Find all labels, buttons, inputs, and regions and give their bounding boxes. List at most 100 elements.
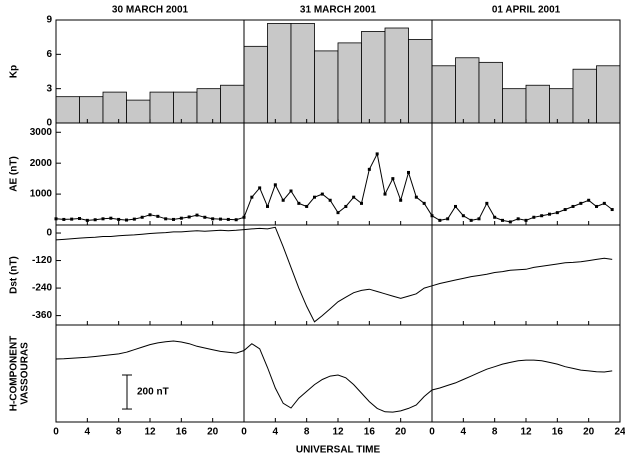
x-tick-label: 12: [332, 427, 344, 438]
y-tick-label: 3000: [30, 127, 53, 138]
kp-bar: [173, 91, 198, 124]
point: [234, 218, 238, 222]
kp-bar: [455, 57, 480, 124]
y-tick-label: 0: [46, 118, 52, 129]
point: [540, 214, 544, 218]
y-tick-label: 9: [46, 15, 52, 26]
point: [281, 198, 285, 202]
point: [226, 217, 230, 221]
point: [595, 204, 598, 208]
y-axis-label: AE (nT): [9, 156, 20, 192]
point: [132, 217, 136, 221]
point: [273, 183, 277, 187]
point: [109, 216, 113, 220]
x-tick-label: 8: [492, 427, 498, 438]
kp-bar: [408, 39, 433, 124]
point: [563, 208, 567, 212]
point: [344, 204, 348, 208]
y-tick-label: 6: [46, 49, 52, 60]
y-tick-label: -360: [32, 310, 52, 321]
column-title: 30 MARCH 2001: [112, 5, 189, 16]
kp-bar: [572, 68, 597, 124]
point: [461, 214, 465, 218]
kp-bar: [79, 96, 104, 124]
point: [579, 201, 583, 205]
point: [78, 217, 81, 221]
point: [250, 195, 254, 199]
y-axis-label: Dst (nT): [9, 256, 20, 294]
point: [336, 211, 340, 215]
point: [313, 195, 316, 199]
point: [219, 217, 222, 221]
point: [164, 217, 168, 221]
point: [454, 204, 457, 208]
column-title: 01 APRIL 2001: [492, 5, 561, 16]
point: [399, 198, 403, 202]
kp-bar: [361, 31, 386, 124]
point: [555, 211, 559, 215]
kp-bar: [478, 61, 503, 124]
point: [367, 167, 371, 171]
x-tick-label: 16: [552, 427, 564, 438]
point: [195, 213, 199, 217]
point: [422, 201, 426, 205]
point: [93, 218, 97, 222]
kp-bar: [337, 42, 362, 124]
point: [305, 204, 309, 208]
point: [101, 217, 105, 221]
x-axis-label: UNIVERSAL TIME: [296, 445, 381, 456]
kp-bar: [314, 50, 339, 124]
x-tick-label: 16: [176, 427, 188, 438]
series-line: [55, 226, 613, 323]
x-tick-label: 12: [520, 427, 532, 438]
kp-bar: [55, 96, 80, 124]
kp-bar: [149, 91, 174, 124]
series-line: [55, 340, 613, 413]
y-axis-label: VASSOURAS: [20, 342, 31, 405]
y-axis-label: Kp: [9, 65, 20, 78]
x-tick-label: 16: [364, 427, 376, 438]
point: [179, 216, 183, 220]
x-tick-label: 12: [144, 427, 156, 438]
x-tick-label: 4: [461, 427, 467, 438]
kp-bar: [431, 65, 456, 124]
point: [187, 215, 191, 219]
point: [391, 177, 395, 181]
point: [328, 198, 332, 202]
point: [148, 213, 152, 217]
point: [407, 170, 410, 174]
kp-bar: [196, 88, 221, 124]
x-tick-label: 8: [304, 427, 310, 438]
point: [469, 218, 473, 222]
series-line: [55, 152, 613, 223]
point: [508, 220, 512, 224]
y-tick-label: 0: [46, 228, 52, 239]
point: [360, 201, 363, 205]
x-tick-label: 20: [395, 427, 407, 438]
panel-frame: [55, 122, 621, 226]
point: [125, 218, 128, 222]
point: [203, 215, 207, 219]
point: [289, 189, 293, 193]
point: [156, 214, 160, 218]
y-tick-label: 1000: [30, 189, 53, 200]
point: [548, 212, 551, 216]
x-tick-label: 0: [429, 427, 435, 438]
point: [524, 218, 528, 222]
point: [266, 204, 269, 208]
point: [414, 195, 418, 199]
x-tick-label: 24: [614, 427, 625, 438]
kp-bar: [267, 23, 292, 124]
x-tick-label: 8: [116, 427, 122, 438]
kp-bar: [290, 23, 315, 124]
scale-bar-label: 200 nT: [137, 387, 169, 398]
point: [532, 215, 536, 219]
point: [610, 208, 614, 212]
x-tick-label: 20: [207, 427, 219, 438]
panel-frame: [55, 224, 621, 326]
kp-bar: [525, 84, 550, 124]
point: [516, 217, 520, 221]
point: [352, 195, 356, 199]
